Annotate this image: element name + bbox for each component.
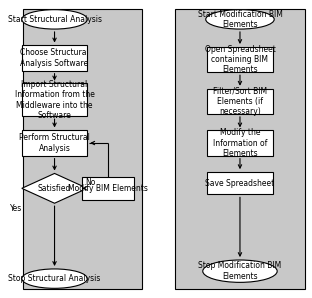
- Ellipse shape: [22, 10, 87, 29]
- FancyBboxPatch shape: [175, 9, 305, 289]
- FancyBboxPatch shape: [207, 47, 273, 72]
- FancyBboxPatch shape: [207, 89, 273, 114]
- Text: Satisfied: Satisfied: [38, 184, 71, 193]
- FancyBboxPatch shape: [23, 9, 142, 289]
- FancyBboxPatch shape: [22, 45, 87, 71]
- Ellipse shape: [22, 269, 87, 288]
- Text: Start Modification BIM
Elements: Start Modification BIM Elements: [197, 10, 282, 29]
- Text: Open Spreadsheet
containing BIM
Elements: Open Spreadsheet containing BIM Elements: [205, 45, 275, 74]
- Text: Stop Structural Analysis: Stop Structural Analysis: [8, 274, 101, 283]
- Text: No: No: [86, 178, 96, 187]
- Polygon shape: [22, 173, 87, 203]
- Text: Choose Structural
Analysis Software: Choose Structural Analysis Software: [20, 48, 89, 68]
- Text: Yes: Yes: [10, 204, 22, 213]
- Text: Import Structural
Information from the
Middleware into the
Software: Import Structural Information from the M…: [15, 80, 95, 120]
- Text: Save Spreadsheet: Save Spreadsheet: [205, 179, 275, 188]
- Text: Perform Structural
Analysis: Perform Structural Analysis: [19, 133, 90, 153]
- Ellipse shape: [206, 10, 274, 29]
- Text: Start Structural Analysis: Start Structural Analysis: [7, 15, 101, 24]
- Text: Modify BIM Elements: Modify BIM Elements: [68, 184, 148, 193]
- FancyBboxPatch shape: [22, 131, 87, 156]
- Text: Modify the
Information of
Elements: Modify the Information of Elements: [213, 128, 267, 158]
- FancyBboxPatch shape: [207, 131, 273, 156]
- FancyBboxPatch shape: [82, 177, 134, 200]
- FancyBboxPatch shape: [207, 172, 273, 194]
- FancyBboxPatch shape: [22, 83, 87, 116]
- Text: Stop Modification BIM
Elements: Stop Modification BIM Elements: [198, 261, 282, 281]
- Ellipse shape: [203, 260, 277, 283]
- Text: Filter/Sort BIM
Elements (if
necessary): Filter/Sort BIM Elements (if necessary): [213, 86, 267, 116]
